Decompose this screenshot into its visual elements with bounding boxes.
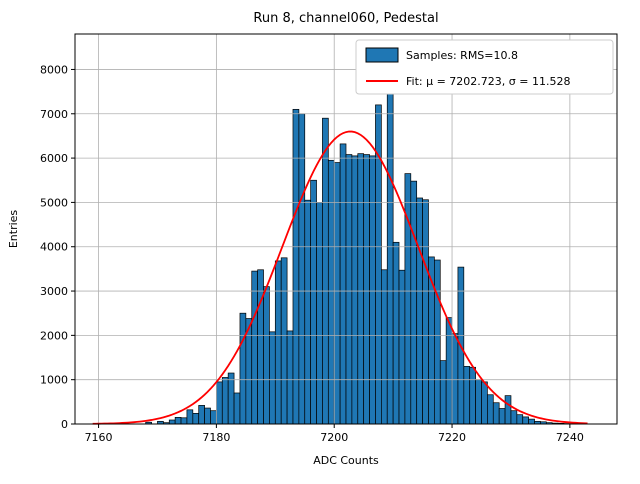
histogram-bar [399, 270, 405, 424]
histogram-bar [216, 382, 222, 424]
histogram-bar [281, 258, 287, 424]
histogram-bar [264, 287, 270, 424]
histogram-bar [175, 417, 181, 424]
histogram-bar [405, 174, 411, 424]
chart-title: Run 8, channel060, Pedestal [253, 11, 438, 26]
histogram-bar [358, 154, 364, 424]
histogram-bar [440, 361, 446, 424]
histogram-bar [446, 318, 452, 424]
histogram-bar [299, 114, 305, 424]
histogram-bar [328, 160, 334, 424]
y-tick-label: 5000 [40, 196, 68, 209]
histogram-bar [511, 411, 517, 424]
histogram-bar [305, 200, 311, 424]
histogram-bar [334, 163, 340, 424]
y-tick-label: 1000 [40, 374, 68, 387]
histogram-bar [517, 415, 523, 424]
histogram-bar [423, 200, 429, 424]
histogram-bar [258, 270, 264, 424]
histogram-bar [411, 181, 417, 424]
legend: Samples: RMS=10.8 Fit: μ = 7202.723, σ =… [356, 40, 613, 94]
histogram-bar [205, 408, 211, 424]
histogram-bar [434, 260, 440, 424]
histogram-bar [387, 89, 393, 424]
x-axis-label: ADC Counts [313, 454, 379, 467]
y-tick-label: 4000 [40, 241, 68, 254]
histogram-bar [482, 382, 488, 424]
histogram-bar [487, 395, 493, 424]
y-tick-label: 6000 [40, 152, 68, 165]
histogram-bar [311, 180, 317, 424]
y-tick-label: 3000 [40, 285, 68, 298]
histogram-bar [523, 417, 529, 424]
histogram-bar [222, 377, 228, 424]
histogram-bar [476, 380, 482, 424]
y-tick-label: 7000 [40, 108, 68, 121]
y-tick-label: 8000 [40, 63, 68, 76]
x-tick-label: 7160 [85, 431, 113, 444]
x-tick-label: 7180 [202, 431, 230, 444]
histogram-bar [234, 393, 240, 424]
histogram-bar [364, 155, 370, 424]
histogram-bar [269, 332, 275, 424]
histogram-bar [493, 403, 499, 424]
histogram-bar [340, 144, 346, 424]
histogram-bar [322, 118, 328, 424]
histogram-bar [211, 411, 217, 424]
y-tick-label: 0 [61, 418, 68, 431]
y-axis-label: Entries [7, 210, 20, 249]
histogram-bar [529, 419, 535, 424]
histogram-bar [370, 156, 376, 424]
histogram-bar [199, 405, 205, 424]
histogram-bar [275, 261, 281, 424]
histogram-bar [293, 109, 299, 424]
histogram-bar [193, 413, 199, 424]
y-tick-label: 2000 [40, 329, 68, 342]
legend-fit-label: Fit: μ = 7202.723, σ = 11.528 [406, 75, 570, 88]
histogram-bar [505, 396, 511, 424]
histogram-bar [181, 418, 187, 424]
histogram-bar [317, 202, 323, 424]
histogram-bar [352, 156, 358, 424]
x-tick-label: 7240 [556, 431, 584, 444]
histogram-bar [228, 373, 234, 424]
histogram-bar [417, 198, 423, 424]
histogram-bar [187, 410, 193, 424]
histogram-bar [393, 242, 399, 424]
histogram-bar [464, 366, 470, 424]
histogram-bar [252, 271, 258, 424]
x-tick-label: 7200 [320, 431, 348, 444]
histogram-bar [452, 334, 458, 424]
histogram-bar [240, 313, 246, 424]
histogram-bar [499, 408, 505, 424]
histogram-bar [470, 367, 476, 424]
histogram-bar [169, 420, 175, 424]
legend-samples-label: Samples: RMS=10.8 [406, 49, 518, 62]
histogram-bar [287, 331, 293, 424]
histogram-bar [346, 155, 352, 424]
legend-samples-swatch [366, 48, 398, 62]
histogram-bar [381, 270, 387, 424]
plot-area: 7160 7180 7200 7220 7240 0 1000 2000 3000 4000 500… [40, 34, 617, 444]
x-tick-label: 7220 [438, 431, 466, 444]
